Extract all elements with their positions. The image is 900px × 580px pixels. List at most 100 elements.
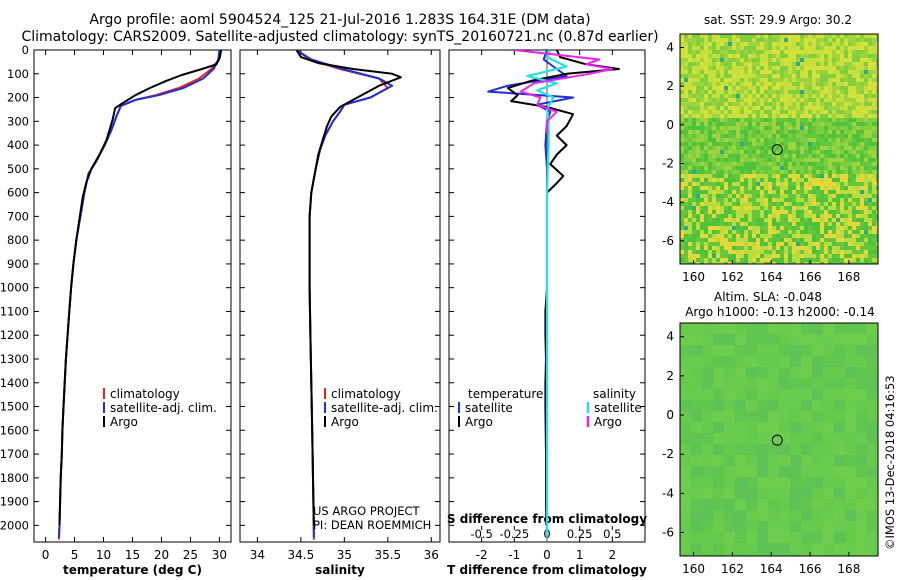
sst-map-cell	[804, 150, 808, 154]
sst-map-cell	[852, 262, 856, 264]
sst-map-cell	[740, 98, 744, 102]
sst-map-cell	[780, 222, 784, 226]
sla-map-cell	[856, 455, 867, 466]
sst-map-cell	[804, 226, 808, 230]
sst-map-cell	[764, 230, 768, 234]
sst-map-cell	[856, 142, 860, 146]
sst-map-cell	[860, 162, 864, 166]
sst-map-cell	[712, 174, 716, 178]
sst-map-cell	[852, 146, 856, 150]
sst-map-cell	[840, 78, 844, 82]
sla-map-cell	[834, 389, 845, 400]
sst-map-cell	[748, 70, 752, 74]
sla-map-cell	[680, 554, 691, 556]
sst-map-cell	[764, 114, 768, 118]
sst-map-cell	[856, 118, 860, 122]
sst-map-cell	[872, 94, 876, 98]
sst-map-cell	[732, 42, 736, 46]
sst-map-cell	[728, 170, 732, 174]
sst-map-cell	[724, 210, 728, 214]
sst-map-cell	[856, 186, 860, 190]
sla-map-cell	[768, 422, 779, 433]
sst-map-cell	[876, 82, 878, 86]
sst-map-cell	[740, 178, 744, 182]
sst-map-cell	[800, 142, 804, 146]
sla-map-cell	[680, 422, 691, 433]
salinity-xtick-label: 34.5	[288, 548, 315, 562]
sla-map-cell	[856, 411, 867, 422]
sst-map-cell	[744, 70, 748, 74]
sla-map-cell	[735, 378, 746, 389]
sst-map-cell	[700, 66, 704, 70]
sst-map-cell	[824, 230, 828, 234]
sst-map-cell	[844, 250, 848, 254]
temperature-legend-label: Argo	[110, 415, 138, 429]
sst-map-cell	[764, 238, 768, 242]
sst-map-cell	[852, 246, 856, 250]
sst-map-cell	[828, 142, 832, 146]
sst-map-cell	[720, 250, 724, 254]
sst-map-cell	[828, 262, 832, 264]
sst-map-cell	[768, 238, 772, 242]
sla-map-cell	[801, 510, 812, 521]
sst-map-cell	[756, 146, 760, 150]
sst-map-cell	[772, 162, 776, 166]
sst-map-cell	[756, 150, 760, 154]
sst-map-cell	[716, 74, 720, 78]
sst-map-cell	[776, 66, 780, 70]
sla-map-cell	[834, 532, 845, 543]
sst-map-cell	[872, 246, 876, 250]
sst-map-cell	[772, 62, 776, 66]
sst-map-cell	[744, 58, 748, 62]
sst-map-cell	[708, 42, 712, 46]
sst-map-cell	[740, 190, 744, 194]
sst-map-cell	[876, 54, 878, 58]
sst-map-cell	[772, 146, 776, 150]
sst-map-cell	[684, 82, 688, 86]
sst-map-cell	[832, 178, 836, 182]
sst-map-cell	[800, 194, 804, 198]
sst-map-cell	[756, 78, 760, 82]
sst-map-cell	[808, 82, 812, 86]
sst-map-cell	[864, 242, 868, 246]
sst-map-cell	[816, 82, 820, 86]
sla-map-cell	[834, 411, 845, 422]
sst-map-cell	[788, 210, 792, 214]
sst-map-cell	[792, 102, 796, 106]
sla-map-cell	[845, 455, 856, 466]
sst-map-cell	[728, 94, 732, 98]
sla-map-cell	[680, 455, 691, 466]
sla-map-cell	[845, 444, 856, 455]
sst-map-cell	[680, 242, 684, 246]
sst-map-cell	[804, 210, 808, 214]
sst-map-cell	[720, 118, 724, 122]
sst-map-cell	[812, 186, 816, 190]
sst-map-cell	[872, 38, 876, 42]
sst-map-cell	[772, 206, 776, 210]
sst-map-cell	[724, 82, 728, 86]
sst-map-cell	[820, 218, 824, 222]
sst-map-cell	[732, 106, 736, 110]
sst-map-cell	[684, 90, 688, 94]
sst-map-cell	[844, 198, 848, 202]
sla-map-cell	[790, 521, 801, 532]
sst-map-cell	[828, 246, 832, 250]
sst-map-cell	[856, 210, 860, 214]
sst-map-cell	[780, 194, 784, 198]
sst-map-cell	[708, 170, 712, 174]
sst-map-cell	[832, 254, 836, 258]
sst-map-cell	[692, 94, 696, 98]
sst-map-cell	[724, 178, 728, 182]
depth-tick-label: 1600	[0, 423, 29, 437]
sst-map-cell	[720, 78, 724, 82]
sst-map-cell	[752, 90, 756, 94]
sst-map-cell	[864, 194, 868, 198]
sst-map-cell	[764, 82, 768, 86]
sst-map-cell	[784, 214, 788, 218]
sla-map-cell	[768, 367, 779, 378]
sst-map-cell	[788, 218, 792, 222]
sst-map-cell	[824, 102, 828, 106]
sst-map-cell	[696, 138, 700, 142]
sst-map-cell	[748, 234, 752, 238]
sst-map-cell	[876, 106, 878, 110]
